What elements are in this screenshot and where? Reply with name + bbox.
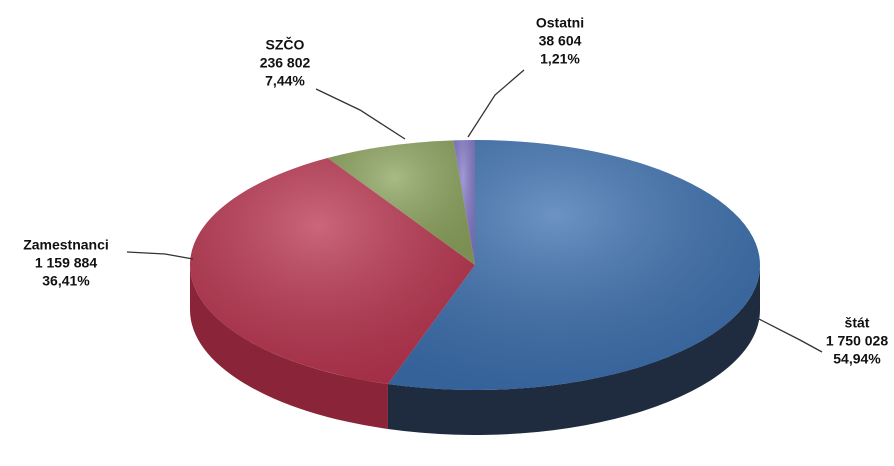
slice-label-name: štát — [845, 315, 870, 331]
slice-label-value: 236 802 — [260, 55, 311, 71]
slice-label-name: Zamestnanci — [23, 237, 109, 253]
leader-line — [315, 88, 406, 140]
slice-label-value: 1 159 884 — [35, 255, 97, 271]
slice-shine — [189, 158, 475, 385]
slice-shine — [387, 140, 760, 390]
slice-label-name: Ostatni — [536, 15, 584, 31]
slice-shine — [327, 140, 475, 265]
leader-line — [467, 69, 525, 138]
slice-label-name: SZČO — [266, 36, 305, 53]
slice-label-percent: 7,44% — [265, 73, 305, 89]
leader-line — [756, 317, 823, 353]
slice-label-percent: 54,94% — [833, 351, 881, 367]
leader-line — [126, 251, 194, 260]
slice-side — [387, 265, 760, 436]
slice-label-percent: 1,21% — [540, 51, 580, 67]
slice-side — [190, 265, 388, 430]
slice-label-value: 38 604 — [539, 33, 582, 49]
slice-label-value: 1 750 028 — [826, 333, 888, 349]
slice-label-percent: 36,41% — [42, 273, 90, 289]
slice-shine — [453, 140, 475, 265]
